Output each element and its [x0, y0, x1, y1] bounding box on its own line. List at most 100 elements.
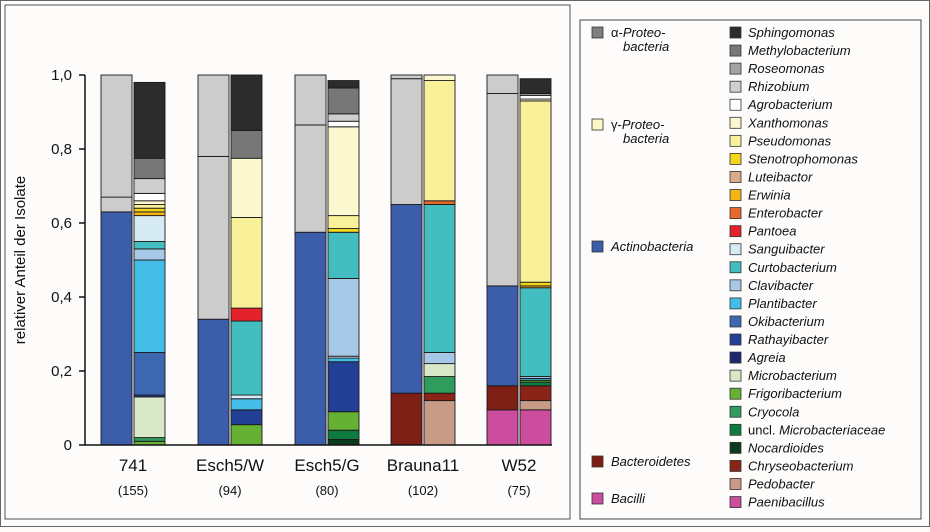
bar-segment-phylum-proteobacteria: [197, 155, 230, 320]
bar-segment-genus-rathayibacter: [327, 361, 360, 413]
bar-segment-phylum-actinobacteria: [197, 318, 230, 446]
genus-legend-label: Enterobacter: [748, 206, 823, 221]
genus-legend-label: Clavibacter: [748, 278, 814, 293]
bar-segment-phylum-proteobacteria: [390, 78, 423, 205]
genus-legend-swatch: [729, 153, 742, 165]
genus-legend-label: Curtobacterium: [748, 260, 837, 275]
bar-segment-genus-sphingomonas: [519, 78, 552, 94]
genus-legend-swatch: [729, 478, 742, 490]
x-group-count: (94): [218, 483, 241, 498]
bar-segment-genus-clavibacter: [423, 352, 456, 365]
bar-segment-genus-xanthomonas: [133, 200, 166, 205]
genus-legend-swatch: [729, 369, 742, 382]
bar-segment-genus-curtobacterium: [327, 231, 360, 279]
genus-legend-swatch: [729, 261, 742, 274]
genus-legend-label: Stenotrophomonas: [748, 151, 858, 166]
bar-segment-genus-pedobacter: [423, 400, 456, 446]
plot-frame: [4, 4, 571, 520]
bar-segment-genus-paenibacillus: [519, 409, 552, 446]
genus-legend-swatch: [729, 460, 742, 472]
bar-segment-genus-pseudomonas: [327, 215, 360, 230]
bar-segment-genus-rhizobium: [327, 113, 360, 122]
bar-segment-genus-rathayibacter: [230, 409, 263, 426]
bar-segment-genus-xanthomonas: [327, 126, 360, 217]
phylum-legend-label: γ-Proteo-: [611, 117, 665, 132]
bar-segment-phylum-proteobacteria: [294, 74, 327, 126]
genus-legend-swatch: [729, 315, 742, 328]
genus-legend-label: Pedobacter: [748, 477, 815, 492]
genus-legend-swatch: [729, 225, 742, 238]
bar-segment-genus-curtobacterium: [519, 287, 552, 378]
y-tick-label: 0,8: [51, 141, 72, 158]
genus-legend-label: Paenibacillus: [748, 495, 825, 510]
bar-segment-genus-methylobacterium: [230, 130, 263, 159]
genus-legend-label: Agreia: [747, 350, 786, 365]
genus-legend-label: Pantoea: [748, 224, 796, 239]
bar-segment-genus-xanthomonas: [230, 157, 263, 218]
genus-legend-label: Xanthomonas: [747, 115, 829, 130]
genus-legend-label: Roseomonas: [748, 61, 825, 76]
x-labels-layer: 741 (155) Esch5/W (94) Esch5/G (80) Brauna11 (1…: [118, 456, 537, 498]
y-tick-label: 0,4: [51, 289, 72, 306]
bar-segment-phylum-proteobacteria: [390, 74, 423, 80]
genus-legend-label: Nocardioides: [748, 440, 824, 455]
bar-segment-genus-chryseobacterium: [519, 385, 552, 402]
bar-segment-phylum-proteobacteria: [486, 93, 519, 287]
genus-legend-label: Microbacterium: [748, 368, 837, 383]
bar-segment-phylum-actinobacteria: [100, 211, 133, 446]
bar-segment-genus-sphingomonas: [327, 80, 360, 89]
bar-segment-genus-pseudomonas: [423, 80, 456, 202]
y-tick-label: 0,2: [51, 363, 72, 380]
bar-segment-phylum-bacteroidetes: [486, 385, 519, 411]
y-ticks-layer: 0 0,2 0,4 0,6 0,8 1,0: [51, 67, 85, 454]
bar-segment-phylum-proteobacteria: [486, 74, 519, 94]
genus-legend-label: Rathayibacter: [748, 332, 829, 347]
x-group-label: 741: [119, 456, 147, 475]
genus-legend-label: Sanguibacter: [748, 242, 825, 257]
bar-segment-phylum-proteobacteria: [100, 74, 133, 198]
bar-segment-genus-stenotrophomonas: [519, 281, 552, 287]
bar-segment-genus-pseudomonas: [230, 216, 263, 309]
bar-segment-genus-frigoribacterium: [327, 411, 360, 431]
genus-legend-label: Chryseobacterium: [748, 458, 854, 473]
genus-legend-label: Cryocola: [748, 404, 799, 419]
bar-segment-genus-plantibacter: [327, 357, 360, 363]
genus-legend-swatch: [729, 441, 742, 454]
genus-legend-swatch: [729, 297, 742, 310]
bar-segment-genus-sphingomonas: [230, 74, 263, 131]
y-tick-label: 1,0: [51, 67, 72, 84]
bar-segment-genus-agrobacterium: [519, 94, 552, 100]
bar-segment-genus-sanguibacter: [230, 394, 263, 400]
y-tick-label: 0,6: [51, 215, 72, 232]
genus-legend-label: Luteibactor: [748, 169, 813, 184]
bar-segment-genus-clavibacter: [327, 278, 360, 357]
x-group-count: (102): [408, 483, 438, 498]
phylum-legend-swatch: [591, 240, 604, 253]
x-group-count: (75): [507, 483, 530, 498]
bar-segment-phylum-proteobacteria: [100, 196, 133, 213]
genus-legend-swatch: [729, 44, 742, 57]
phylum-legend-label-line2: bacteria: [623, 39, 669, 54]
genus-legend-swatch: [729, 207, 742, 220]
bar-segment-genus-pantoea: [230, 307, 263, 322]
bar-segment-genus-clavibacter: [133, 248, 166, 261]
genus-legend-swatch: [729, 423, 742, 436]
bar-segment-phylum-bacilli: [486, 409, 519, 446]
phylum-legend-label: α-Proteo-: [611, 25, 666, 40]
y-tick-label: 0: [64, 437, 72, 454]
phylum-legend-label: Bacteroidetes: [611, 454, 691, 469]
bar-segment-genus-plantibacter: [133, 259, 166, 353]
phylum-legend-label: Actinobacteria: [610, 239, 693, 254]
x-group-label: W52: [502, 456, 537, 475]
bar-segment-genus-curtobacterium: [230, 320, 263, 396]
bar-segment-genus-nocardioides: [327, 439, 360, 446]
bar-segment-genus-cryocola: [423, 376, 456, 394]
genus-legend-swatch: [729, 387, 742, 400]
bar-segment-genus-pseudomonas: [519, 100, 552, 283]
bar-segment-genus-methylobacterium: [133, 157, 166, 180]
phylum-legend-swatch: [591, 492, 604, 505]
genus-legend-swatch: [729, 80, 742, 93]
genus-legend-label: Rhizobium: [748, 79, 810, 94]
bar-segment-genus-uncl-microbacteriaceae: [519, 381, 552, 387]
